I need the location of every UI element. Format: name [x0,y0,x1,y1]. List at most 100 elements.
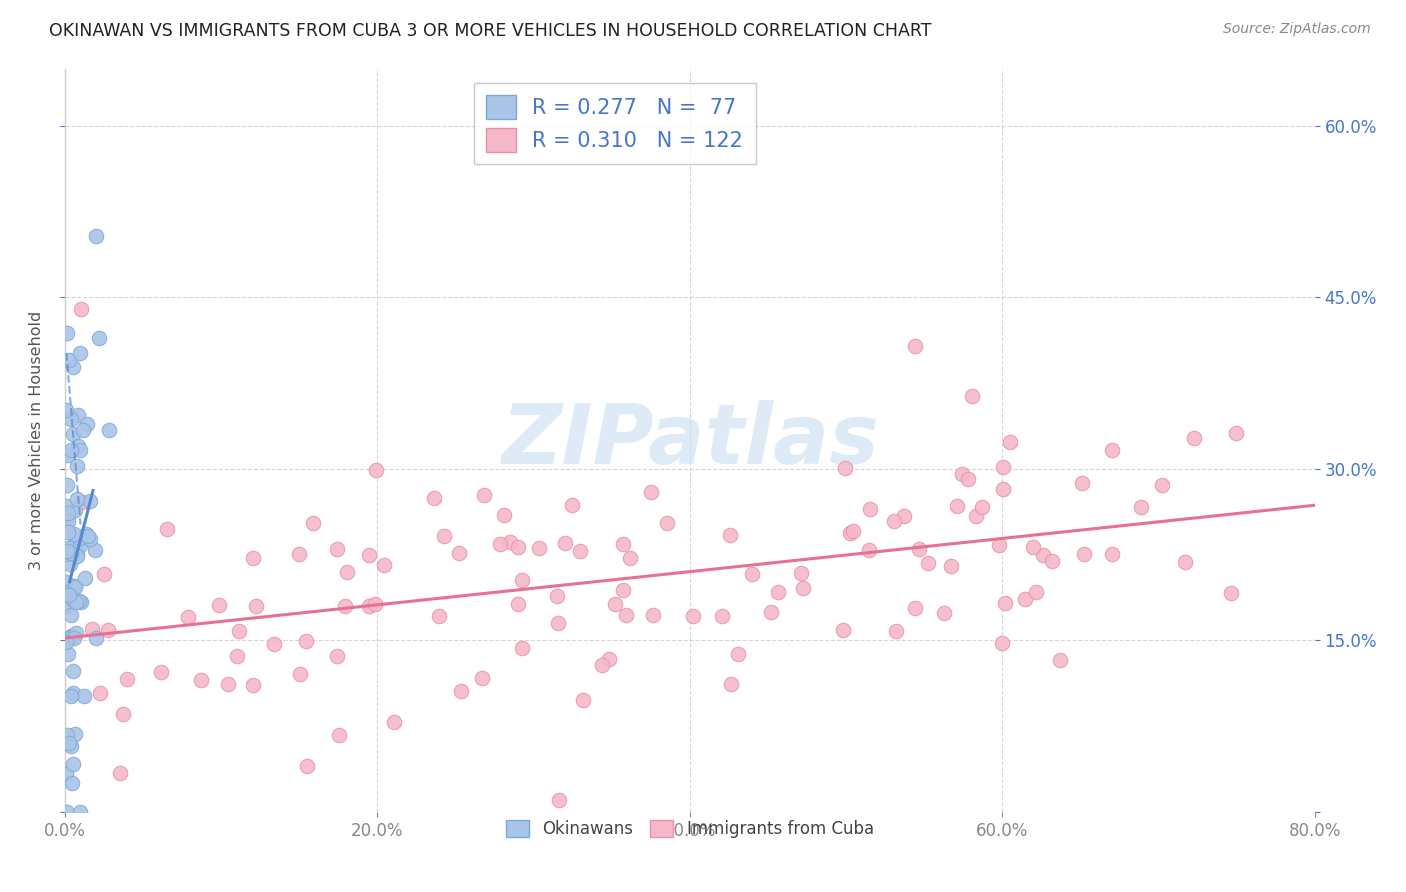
Point [217,677,239,691]
Point [790,566,813,581]
Point [66,439,89,453]
Point [55,403,77,417]
Point [741,566,763,581]
Point [682,609,704,624]
Point [1130,500,1153,514]
Text: Source: ZipAtlas.com: Source: ZipAtlas.com [1223,22,1371,37]
Point [841,524,863,539]
Point [58,506,80,520]
Point [58,541,80,556]
Point [69,346,91,360]
Point [59,412,82,426]
Point [1049,653,1071,667]
Point [97,423,120,437]
Point [55,499,77,513]
Point [934,606,956,620]
Point [893,509,915,524]
Point [59,557,82,571]
Point [76,417,98,431]
Point [97,623,120,637]
Point [56,514,79,528]
Point [84,543,107,558]
Point [718,528,741,542]
Point [60,592,83,607]
Point [55,728,77,742]
Point [527,541,550,556]
Legend: Okinawans, Immigrants from Cuba: Okinawans, Immigrants from Cuba [499,813,880,845]
Point [612,537,634,551]
Point [63,527,86,541]
Point [832,623,855,637]
Point [60,739,83,753]
Point [117,672,139,686]
Point [56,510,79,524]
Point [295,758,318,772]
Point [242,678,264,692]
Point [66,547,89,561]
Point [87,331,110,345]
Point [987,538,1010,552]
Point [727,647,749,661]
Point [1220,586,1243,600]
Point [612,582,634,597]
Point [619,551,641,566]
Point [69,805,91,819]
Point [60,690,83,704]
Point [547,616,569,631]
Point [108,766,131,780]
Point [1021,540,1043,554]
Point [333,599,356,613]
Point [962,388,984,402]
Point [263,637,285,651]
Point [84,631,107,645]
Point [60,443,83,458]
Point [112,706,135,721]
Point [359,549,381,563]
Point [55,634,77,648]
Point [655,516,678,530]
Point [55,584,77,599]
Text: OKINAWAN VS IMMIGRANTS FROM CUBA 3 OR MORE VEHICLES IN HOUSEHOLD CORRELATION CHA: OKINAWAN VS IMMIGRANTS FROM CUBA 3 OR MO… [49,22,932,40]
Point [326,649,349,664]
Point [422,491,444,505]
Point [382,715,405,730]
Point [69,301,91,316]
Point [1073,547,1095,561]
Point [1025,585,1047,599]
Point [492,508,515,522]
Point [561,498,583,512]
Point [58,736,80,750]
Point [903,339,925,353]
Point [1150,477,1173,491]
Point [838,526,860,541]
Point [242,551,264,566]
Point [58,647,80,661]
Point [603,598,626,612]
Point [302,516,325,531]
Point [69,532,91,546]
Point [991,460,1014,475]
Point [65,580,87,594]
Point [66,594,89,608]
Point [73,690,96,704]
Point [991,483,1014,497]
Point [89,686,111,700]
Point [149,665,172,679]
Point [66,459,89,474]
Point [79,493,101,508]
Point [56,599,79,613]
Point [72,423,94,437]
Point [55,635,77,649]
Point [79,532,101,546]
Point [547,793,569,807]
Point [62,686,84,700]
Point [69,442,91,457]
Point [710,609,733,624]
Point [58,588,80,602]
Point [62,631,84,645]
Point [450,684,472,698]
Point [1101,548,1123,562]
Point [941,559,963,574]
Point [228,624,250,638]
Point [63,726,86,740]
